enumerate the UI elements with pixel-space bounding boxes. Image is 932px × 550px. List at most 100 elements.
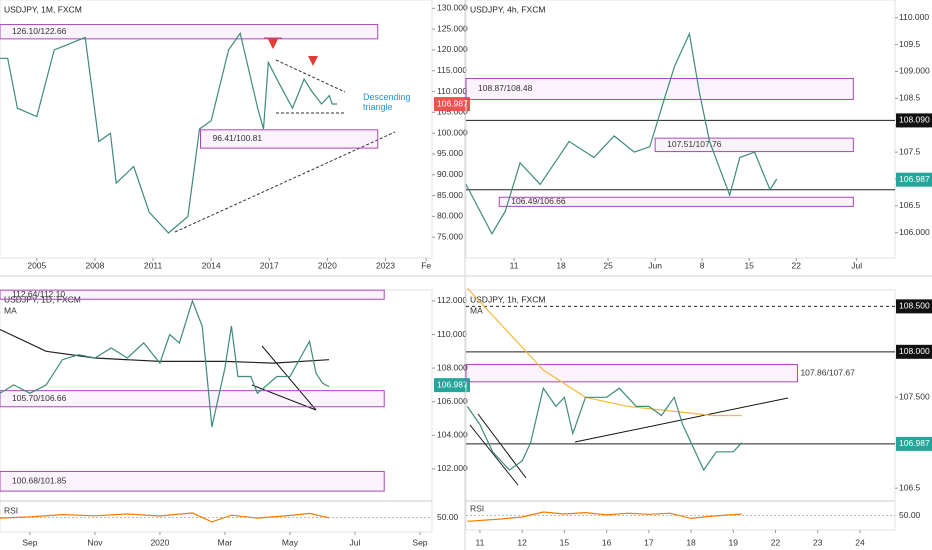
y-tick-label: 108.5 — [899, 93, 921, 103]
trend-line — [174, 131, 396, 233]
price-tag — [896, 436, 932, 451]
y-tick-label: 109.000 — [899, 66, 930, 76]
x-tick-label: 25 — [603, 260, 613, 270]
price-line — [0, 31, 338, 234]
x-tick-label: 22 — [791, 260, 801, 270]
x-tick-label: 2020 — [318, 260, 337, 270]
x-tick-label: Nov — [87, 537, 103, 547]
y-tick-label: 107.5 — [899, 146, 921, 156]
y-tick-label: 105.000 — [437, 107, 468, 117]
x-tick-label: May — [282, 537, 299, 547]
x-tick-label: 2008 — [85, 260, 104, 270]
x-tick-label: 17 — [644, 537, 654, 547]
trend-line — [477, 413, 527, 479]
y-tick-label: 95.000 — [437, 148, 463, 158]
level-tag — [896, 113, 932, 128]
price-line — [0, 299, 330, 428]
trend-line — [469, 424, 519, 486]
level-label: 108.090 — [899, 115, 930, 125]
x-tick-label: 2014 — [202, 260, 221, 270]
x-tick-label: 2011 — [144, 260, 163, 270]
y-tick-label: 107.500 — [899, 392, 930, 402]
y-tick-label: 75.000 — [437, 231, 463, 241]
chart-title: USDJPY, 1M, FXCM — [4, 4, 82, 14]
annotation-box: Descending triangle — [363, 92, 411, 112]
y-tick-label: 108.000 — [437, 362, 468, 372]
y-tick-label: 104.000 — [437, 430, 468, 440]
plot-frame — [465, 289, 896, 531]
annotation: Descending triangle — [363, 92, 411, 112]
zone-label: 112.64/112.10 — [12, 289, 65, 299]
level-label: 108.000 — [899, 346, 930, 356]
x-tick-label: 2020 — [150, 537, 169, 547]
price-label: 106.987 — [899, 438, 930, 448]
x-tick-label: Jun — [648, 260, 662, 270]
zone — [0, 470, 385, 492]
zone — [498, 196, 854, 207]
y-tick-label: 125.000 — [437, 23, 468, 33]
plot-frame — [0, 0, 433, 259]
zone — [465, 77, 854, 100]
moving-average — [466, 287, 742, 417]
zone-label: 96.41/100.81 — [213, 133, 263, 143]
zone-label: 126.10/122.66 — [12, 26, 67, 36]
plot-frame — [465, 0, 896, 259]
x-tick-label: 15 — [744, 260, 754, 270]
price-tag — [434, 97, 470, 112]
price-label: 106.987 — [899, 174, 930, 184]
rsi-line — [467, 511, 742, 522]
y-tick-label: 110.000 — [437, 329, 467, 339]
price-line — [465, 31, 778, 236]
price-tag — [434, 378, 470, 393]
y-tick-label: 120.000 — [437, 44, 468, 54]
zone — [654, 137, 854, 153]
x-tick-label: 2023 — [376, 260, 395, 270]
x-tick-label: Sep — [412, 537, 427, 547]
y-tick-label: 110.000 — [899, 12, 929, 22]
price-label: 106.987 — [437, 379, 468, 389]
y-tick-label: 130.000 — [437, 3, 468, 13]
price-line — [466, 386, 743, 472]
rsi-label: RSI — [4, 505, 18, 515]
y-tick-label: 115.000 — [437, 65, 467, 75]
chart-title: USDJPY, 4h, FXCM — [470, 4, 545, 14]
zone — [0, 289, 385, 300]
x-tick-label: 16 — [602, 537, 612, 547]
arrow — [264, 37, 282, 50]
x-tick-label: 2017 — [260, 260, 279, 270]
zone-label: 100.68/101.85 — [12, 476, 67, 486]
y-tick-label: 109.5 — [899, 39, 921, 49]
zone-label: 106.49/106.66 — [511, 196, 566, 206]
y-tick-label: 106.000 — [437, 396, 468, 406]
zone — [0, 24, 379, 40]
triangle-line — [275, 59, 346, 93]
x-tick-label: 12 — [517, 537, 527, 547]
x-tick-label: 8 — [700, 260, 705, 270]
level-label: 108.500 — [899, 301, 930, 311]
arrow — [308, 56, 318, 66]
x-tick-label: 22 — [771, 537, 781, 547]
x-tick-label: 2005 — [27, 260, 46, 270]
chart-title: USDJPY, 1h, FXCM — [470, 294, 545, 304]
x-tick-label: 15 — [560, 537, 570, 547]
level-tag — [896, 344, 932, 359]
y-tick-label: 112.000 — [437, 295, 467, 305]
y-tick-label: 106.5 — [899, 482, 921, 492]
y-tick-label: 102.000 — [437, 463, 468, 473]
y-tick-label: 100.000 — [437, 127, 468, 137]
x-tick-label: 11 — [476, 537, 485, 547]
price-tag — [896, 172, 932, 187]
x-tick-label: 24 — [855, 537, 865, 547]
zone — [0, 390, 385, 408]
x-tick-label: 18 — [556, 260, 566, 270]
zone-label: 107.86/107.67 — [800, 367, 855, 377]
trend-line — [261, 345, 317, 411]
y-tick-label: 106.000 — [899, 227, 930, 237]
x-tick-label: Jul — [350, 537, 361, 547]
x-tick-label: 11 — [510, 260, 519, 270]
zone — [200, 129, 379, 149]
x-tick-label: 23 — [813, 537, 823, 547]
y-tick-label: 80.000 — [437, 211, 463, 221]
zone — [465, 364, 798, 383]
